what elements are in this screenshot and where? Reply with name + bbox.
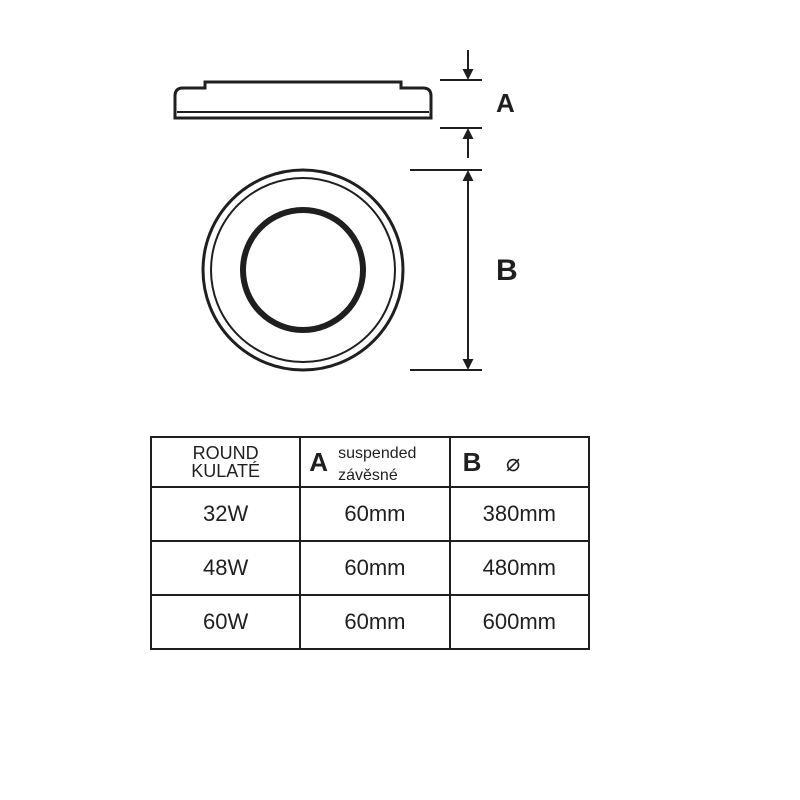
technical-diagram (0, 0, 800, 420)
dimension-b-label: B (496, 254, 518, 288)
table-row: 48W60mm480mm (151, 541, 589, 595)
header-type-cz: KULATÉ (153, 462, 298, 480)
diameter-icon: ⌀ (506, 450, 520, 477)
dimension-a-label: A (496, 88, 515, 119)
table-cell: 480mm (450, 541, 589, 595)
header-type-en: ROUND (153, 444, 298, 462)
table-cell: 60W (151, 595, 300, 649)
table-row: 32W60mm380mm (151, 487, 589, 541)
table-cell: 60mm (300, 541, 449, 595)
table-cell: 60mm (300, 487, 449, 541)
table-cell: 380mm (450, 487, 589, 541)
header-b-letter: B (463, 447, 482, 477)
table-cell: 60mm (300, 595, 449, 649)
table-cell: 48W (151, 541, 300, 595)
header-dim-a: A suspended závěsné (300, 437, 449, 487)
page: A B ROUND KULATÉ A suspended závěsné B (0, 0, 800, 800)
table-cell: 32W (151, 487, 300, 541)
table-cell: 600mm (450, 595, 589, 649)
table-row: 60W60mm600mm (151, 595, 589, 649)
header-a-letter: A (309, 447, 328, 477)
table-header-row: ROUND KULATÉ A suspended závěsné B ⌀ (151, 437, 589, 487)
header-a-desc: suspended závěsné (338, 440, 416, 484)
header-dim-b: B ⌀ (450, 437, 589, 487)
header-type: ROUND KULATÉ (151, 437, 300, 487)
spec-table: ROUND KULATÉ A suspended závěsné B ⌀ 32W (150, 436, 590, 650)
